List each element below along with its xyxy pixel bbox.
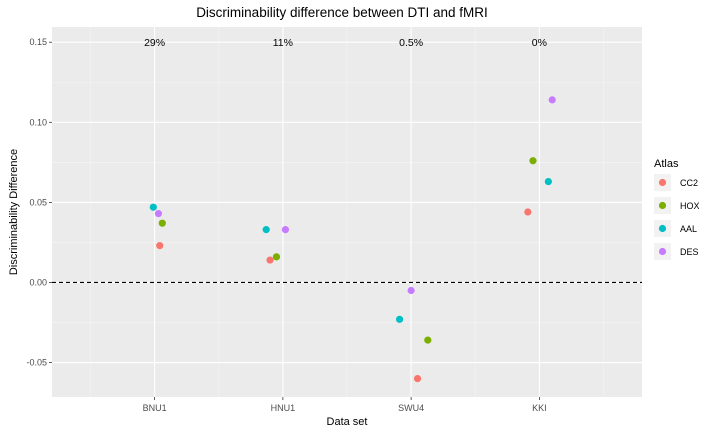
chart-title: Discriminability difference between DTI … bbox=[196, 5, 488, 20]
data-point-cc2 bbox=[413, 374, 422, 383]
y-axis-title: Discriminability Difference bbox=[8, 149, 20, 275]
x-tick-label: SWU4 bbox=[398, 403, 424, 413]
data-point-des bbox=[154, 210, 163, 218]
x-tick-label: KKI bbox=[532, 403, 547, 413]
data-point-cc2 bbox=[524, 208, 532, 216]
data-point-aal bbox=[395, 315, 404, 323]
y-tick-label: -0.05 bbox=[26, 358, 47, 368]
data-point-aal bbox=[544, 177, 552, 186]
annotation-label: 11% bbox=[273, 37, 293, 49]
data-point-des bbox=[548, 96, 556, 104]
data-point-aal bbox=[262, 226, 270, 234]
legend-label: DES bbox=[680, 247, 699, 257]
data-point-cc2 bbox=[266, 256, 274, 264]
data-point-des bbox=[281, 226, 290, 234]
data-point-hox bbox=[529, 157, 537, 165]
x-tick-label: BNU1 bbox=[143, 403, 167, 413]
y-tick-label: 0.05 bbox=[29, 197, 47, 207]
annotation-label: 29% bbox=[144, 37, 165, 49]
data-point-aal bbox=[149, 203, 157, 211]
legend-label: CC2 bbox=[680, 178, 698, 188]
y-tick-label: 0.00 bbox=[29, 277, 47, 287]
legend-label: HOX bbox=[680, 201, 700, 211]
legend-marker-aal bbox=[658, 224, 667, 233]
annotation-label: 0% bbox=[532, 37, 547, 49]
x-tick-label: HNU1 bbox=[271, 403, 296, 413]
annotations: 29% 11% 0.5% 0% bbox=[144, 37, 547, 49]
legend-marker-cc2 bbox=[658, 178, 667, 187]
x-axis: BNU1 HNU1 SWU4 KKI bbox=[143, 397, 547, 413]
legend-label: AAL bbox=[680, 224, 697, 234]
legend-marker-des bbox=[658, 247, 667, 256]
legend: Atlas CC2 HOX AAL DES bbox=[654, 158, 700, 260]
data-point-hox bbox=[158, 219, 166, 227]
y-tick-label: 0.15 bbox=[29, 37, 47, 47]
data-point-hox bbox=[272, 253, 281, 261]
x-axis-title: Data set bbox=[327, 416, 368, 428]
data-point-cc2 bbox=[156, 242, 164, 250]
data-point-hox bbox=[424, 336, 432, 344]
grid-minor bbox=[52, 27, 642, 397]
data-points bbox=[149, 96, 556, 383]
annotation-label: 0.5% bbox=[399, 37, 423, 49]
legend-title: Atlas bbox=[654, 158, 679, 170]
y-axis: -0.05 0.00 0.05 0.10 0.15 bbox=[26, 37, 52, 368]
y-tick-label: 0.10 bbox=[29, 117, 47, 127]
data-point-des bbox=[407, 286, 415, 295]
legend-marker-hox bbox=[658, 201, 667, 210]
